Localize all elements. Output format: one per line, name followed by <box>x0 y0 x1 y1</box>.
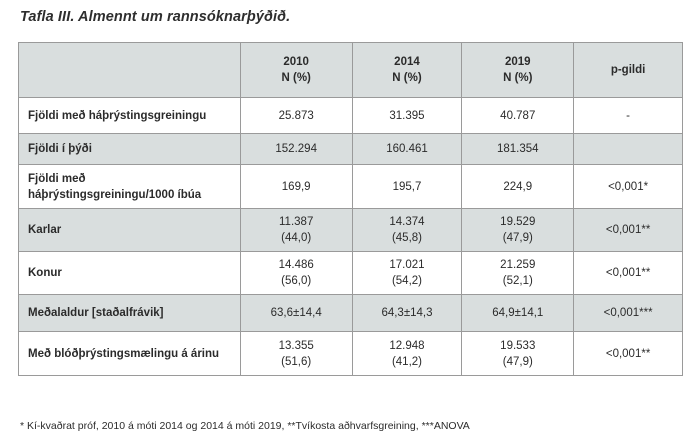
table-footnote: * Kí-kvaðrat próf, 2010 á móti 2014 og 2… <box>20 420 470 432</box>
cell-text: (56,0) <box>281 275 312 287</box>
row-label: Meðalaldur [staðalfrávik] <box>18 294 241 332</box>
cell-2019: 224,9 <box>461 164 575 209</box>
cell-text: 224,9 <box>503 180 533 193</box>
table-row: Fjöldi með háþrýstingsgreiningu/1000 íbúa… <box>18 164 683 209</box>
cell-text: (54,2) <box>391 275 422 287</box>
table-row: Með blóðþrýstingsmælingu á árinu 13.355 (5… <box>18 331 683 376</box>
cell-text: 169,9 <box>281 180 311 193</box>
row-label: Karlar <box>18 208 241 252</box>
cell-text: (52,1) <box>502 275 533 287</box>
cell-text: 19.529 <box>500 216 536 228</box>
cell-text: Karlar <box>28 224 62 236</box>
table-row: Fjöldi með háþrýstingsgreiningu 25.873 31.… <box>18 97 683 134</box>
cell-2010: 14.486 (56,0) <box>239 251 353 295</box>
cell-text: 14.486 <box>278 259 314 271</box>
header-empty-cell <box>18 42 241 98</box>
cell-2019: 40.787 <box>461 97 575 134</box>
cell-text: (47,9) <box>502 232 533 244</box>
cell-text: 14.374 <box>389 216 425 228</box>
cell-2010: 13.355 (51,6) <box>239 331 353 376</box>
row-label: Fjöldi með háþrýstingsgreiningu/1000 íbúa <box>18 164 241 209</box>
cell-text: (45,8) <box>391 232 422 244</box>
cell-2014: 195,7 <box>351 164 463 209</box>
cell-2014: 14.374 (45,8) <box>351 208 463 252</box>
cell-2014: 31.395 <box>351 97 463 134</box>
cell-text: 11.387 <box>279 216 314 228</box>
cell-text: 64,9±14,1 <box>492 307 544 319</box>
cell-text: Fjöldi með <box>28 172 86 185</box>
cell-p-value: <0,001* <box>573 164 683 209</box>
table-title: Tafla III. Almennt um rannsóknarþýðið. <box>20 9 291 25</box>
header-year: 2019 <box>504 56 531 68</box>
header-2019: 2019 N (%) <box>461 42 575 98</box>
cell-2010: 11.387 (44,0) <box>239 208 353 252</box>
cell-text: Með blóðþrýstingsmælingu á árinu <box>28 347 220 360</box>
table-row: Konur 14.486 (56,0) 17.021 (54,2) 21.259 (52,1… <box>18 251 683 295</box>
cell-2014: 64,3±14,3 <box>351 294 463 332</box>
cell-p-value: - <box>573 97 683 134</box>
cell-2014: 160.461 <box>351 133 463 165</box>
header-unit: N (%) <box>281 72 311 84</box>
cell-text: 40.787 <box>500 109 536 122</box>
table-row: Meðalaldur [staðalfrávik] 63,6±14,4 64,3±1… <box>18 294 683 332</box>
row-label: Með blóðþrýstingsmælingu á árinu <box>18 331 241 376</box>
header-year: 2014 <box>394 56 420 68</box>
cell-2019: 19.529 (47,9) <box>461 208 575 252</box>
cell-text: 31.395 <box>389 109 425 122</box>
cell-p-value: <0,001** <box>573 331 683 376</box>
header-unit: N (%) <box>503 72 533 84</box>
cell-2010: 25.873 <box>239 97 353 134</box>
cell-2014: 17.021 (54,2) <box>351 251 463 295</box>
cell-2010: 63,6±14,4 <box>239 294 353 332</box>
cell-2010: 169,9 <box>239 164 353 209</box>
header-2014: 2014 N (%) <box>351 42 463 98</box>
cell-p-value: <0,001** <box>573 208 683 252</box>
cell-2019: 19.533 (47,9) <box>461 331 575 376</box>
cell-2019: 64,9±14,1 <box>461 294 575 332</box>
cell-p-value <box>573 133 683 165</box>
cell-text: (47,9) <box>502 355 533 368</box>
cell-p-value: <0,001** <box>573 251 683 295</box>
cell-2014: 12.948 (41,2) <box>351 331 463 376</box>
cell-text: háþrýstingsgreiningu/1000 íbúa <box>28 188 202 201</box>
cell-2010: 152.294 <box>239 133 353 165</box>
cell-text: 63,6±14,4 <box>270 307 322 319</box>
cell-text: (44,0) <box>281 232 312 244</box>
cell-text: Fjöldi í þýði <box>28 143 92 155</box>
cell-2019: 21.259 (52,1) <box>461 251 575 295</box>
cell-text: (51,6) <box>281 355 312 368</box>
cell-text: Konur <box>28 267 62 279</box>
cell-text: 25.873 <box>278 109 314 122</box>
cell-text: Fjöldi með háþrýstingsgreiningu <box>28 109 207 122</box>
cell-text: 21.259 <box>500 259 536 271</box>
cell-text: 13.355 <box>278 339 314 352</box>
cell-text: 152.294 <box>275 143 317 155</box>
cell-text: 17.021 <box>389 259 425 271</box>
row-label: Fjöldi með háþrýstingsgreiningu <box>18 97 241 134</box>
row-label: Konur <box>18 251 241 295</box>
cell-text: 160.461 <box>386 143 428 155</box>
header-unit: N (%) <box>392 72 422 84</box>
cell-p-value: <0,001*** <box>573 294 683 332</box>
cell-text: 64,3±14,3 <box>381 307 433 319</box>
table-row: Fjöldi í þýði 152.294 160.461 181.354 <box>18 133 683 165</box>
row-label: Fjöldi í þýði <box>18 133 241 165</box>
header-row: 2010 N (%) 2014 N (%) 2019 N (%) p-gildi <box>18 42 683 98</box>
cell-text: 12.948 <box>389 339 425 352</box>
cell-text: 181.354 <box>496 143 539 155</box>
cell-text: 19.533 <box>500 339 536 352</box>
header-2010: 2010 N (%) <box>239 42 353 98</box>
table-row: Karlar 11.387 (44,0) 14.374 (45,8) 19.529 (47,… <box>18 208 683 252</box>
cell-text: (41,2) <box>391 355 422 368</box>
data-table: 2010 N (%) 2014 N (%) 2019 N (%) p-gildi… <box>18 42 683 376</box>
header-year: 2010 <box>283 56 309 68</box>
cell-2019: 181.354 <box>461 133 575 165</box>
cell-text: 195,7 <box>392 180 422 193</box>
cell-text: Meðalaldur [staðalfrávik] <box>28 307 164 319</box>
header-p-value: p-gildi <box>573 42 683 98</box>
